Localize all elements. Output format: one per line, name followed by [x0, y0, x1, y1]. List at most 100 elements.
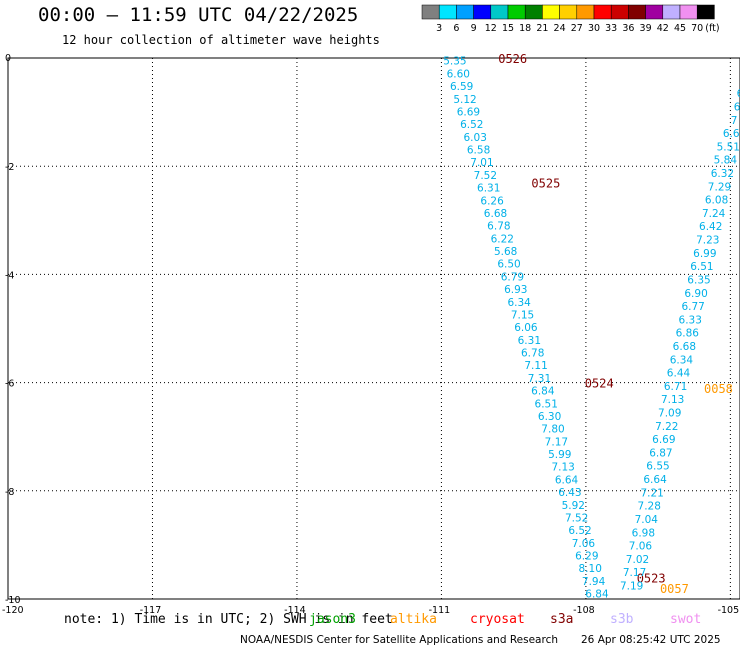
- swh-value: 7.09: [658, 408, 681, 420]
- color-scale-label: 3: [436, 23, 442, 34]
- swh-value: 7.13: [551, 462, 574, 474]
- color-scale-label: 36: [622, 23, 634, 34]
- swh-value: 5.35: [443, 56, 466, 68]
- swh-value: 6.86: [676, 328, 700, 340]
- swh-value: 6.6: [723, 128, 740, 140]
- swh-value: 7.17: [623, 567, 646, 579]
- pass-time-label: 0523: [637, 571, 666, 585]
- color-scale-label: 24: [554, 23, 566, 34]
- x-tick-label: -120: [2, 605, 24, 616]
- swh-value: 6.58: [467, 145, 490, 157]
- pass-time-label: 0057: [660, 582, 689, 596]
- swh-value: 8.10: [579, 563, 602, 575]
- color-scale-label: 33: [605, 23, 617, 34]
- swh-value: 7.24: [702, 208, 726, 220]
- swh-value: 6.29: [575, 551, 598, 563]
- swh-value: 5.84: [714, 155, 738, 167]
- swh-value: 5.99: [548, 449, 571, 461]
- swh-value: 6.42: [699, 221, 722, 233]
- color-scale-label: 21: [536, 23, 548, 34]
- page-title: 00:00 – 11:59 UTC 04/22/2025: [38, 4, 359, 26]
- swh-value: 6.51: [535, 398, 558, 410]
- swh-value: 6.69: [457, 106, 480, 118]
- swh-value: 6.34: [670, 354, 694, 366]
- swh-value: 6.50: [497, 259, 520, 271]
- swh-value: 7.02: [626, 554, 649, 566]
- swh-value: 6.30: [538, 411, 561, 423]
- swh-value: 6.32: [711, 168, 734, 180]
- pass-time-label: 0058: [704, 382, 733, 396]
- swh-value: 7.13: [661, 394, 684, 406]
- legend-altika: altika: [390, 612, 437, 627]
- swh-value: 5.68: [494, 246, 517, 258]
- swh-value: 7.52: [474, 170, 497, 182]
- swh-value: 6: [734, 101, 740, 113]
- swh-value: 6.84: [531, 386, 555, 398]
- legend-swot: swot: [670, 612, 702, 627]
- swh-value: 6.52: [568, 525, 591, 537]
- color-swatch: [696, 4, 715, 20]
- x-tick-label: -114: [284, 605, 306, 616]
- color-scale-label: 30: [588, 23, 600, 34]
- color-scale-label: 18: [519, 23, 531, 34]
- swh-value: 6.35: [687, 274, 710, 286]
- swh-value: 7.04: [635, 514, 659, 526]
- swh-value: 5.12: [453, 94, 476, 106]
- swh-value: 7.06: [572, 538, 596, 550]
- swh-value: 6.03: [464, 132, 487, 144]
- color-scale-label: 6: [453, 23, 459, 34]
- swh-value: 7.80: [541, 424, 564, 436]
- swh-value: 6.26: [480, 195, 504, 207]
- swh-value: 6.44: [667, 368, 691, 380]
- swh-value: 6.78: [521, 348, 544, 360]
- swh-value: 6.06: [514, 322, 538, 334]
- pass-time-label: 0526: [498, 52, 527, 66]
- swh-value: 6.90: [684, 288, 707, 300]
- color-scale-label: 12: [485, 23, 497, 34]
- swh-value: 6.22: [491, 233, 514, 245]
- page-subtitle: 12 hour collection of altimeter wave hei…: [62, 33, 380, 47]
- legend-cryosat: cryosat: [470, 612, 525, 627]
- legend-jason3: jason3: [309, 612, 356, 627]
- swh-value: 6.33: [679, 314, 702, 326]
- y-tick-label: -6: [5, 379, 14, 390]
- swh-value: 7.29: [708, 181, 731, 193]
- swh-value: 7.01: [470, 157, 493, 169]
- swh-value: 6.71: [664, 381, 687, 393]
- color-scale-label: 9: [471, 23, 477, 34]
- swh-value: 6.52: [460, 119, 483, 131]
- y-tick-label: -4: [5, 270, 14, 281]
- swh-value: 6.31: [477, 183, 500, 195]
- swh-value: 6.87: [649, 447, 672, 459]
- swh-value: 7.17: [545, 436, 568, 448]
- swh-value: 6.64: [643, 474, 667, 486]
- swh-value: 7.06: [629, 541, 653, 553]
- swh-value: 7.94: [582, 576, 606, 588]
- y-tick-label: -2: [5, 162, 14, 173]
- x-tick-label: -105: [718, 605, 740, 616]
- color-scale-label: 45: [674, 23, 686, 34]
- color-scale-label: 15: [502, 23, 514, 34]
- x-tick-label: -108: [573, 605, 595, 616]
- swh-value: 6.60: [447, 68, 470, 80]
- swh-value: 7.31: [528, 373, 551, 385]
- swh-value: 6.59: [450, 81, 473, 93]
- swh-value: 6: [737, 88, 740, 100]
- x-tick-label: -117: [140, 605, 162, 616]
- y-tick-label: -10: [5, 595, 21, 606]
- legend-s3a: s3a: [550, 612, 574, 627]
- swh-value: 6.51: [690, 261, 713, 273]
- swh-value: 6.69: [652, 434, 675, 446]
- swh-value: 6.93: [504, 284, 527, 296]
- swh-value: 6.98: [632, 527, 655, 539]
- swh-value: 7.22: [655, 421, 678, 433]
- swh-value: 7: [731, 115, 738, 127]
- swh-value: 6.79: [501, 271, 524, 283]
- swh-value: 7.21: [640, 487, 663, 499]
- swh-value: 7.52: [565, 512, 588, 524]
- y-tick-label: 0: [5, 53, 11, 64]
- footer-organization: NOAA/NESDIS Center for Satellite Applica…: [240, 634, 558, 646]
- swh-value: 7.11: [524, 360, 547, 372]
- pass-time-label: 0524: [585, 377, 614, 391]
